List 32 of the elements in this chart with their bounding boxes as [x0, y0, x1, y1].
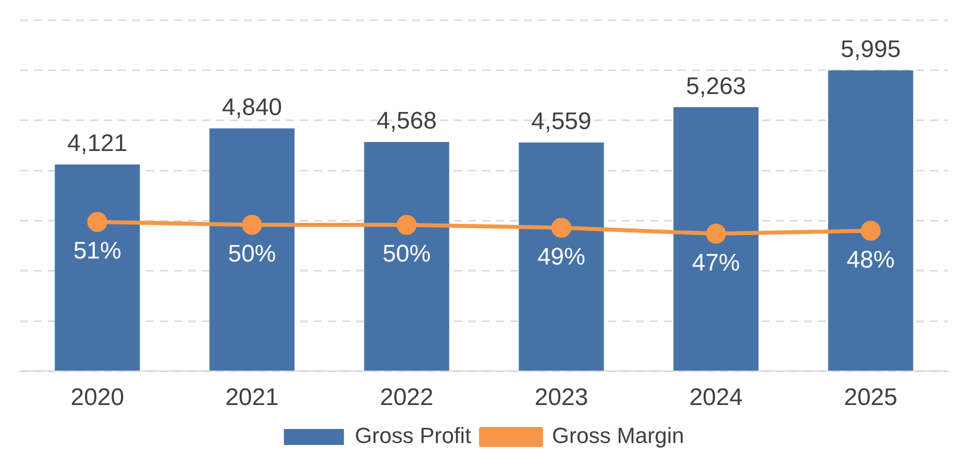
x-tick-label: 2020: [70, 384, 124, 412]
x-tick-label: 2023: [534, 384, 588, 412]
legend-label: Gross Profit: [354, 423, 472, 448]
point: [860, 220, 881, 241]
point: [87, 212, 108, 232]
bar: [518, 142, 604, 370]
x-tick-label: 2024: [689, 384, 743, 412]
bar: [54, 164, 140, 370]
data-label: 4,121: [67, 130, 128, 158]
bar: [209, 128, 295, 370]
bar: [673, 107, 759, 370]
x-tick-label: 2021: [225, 384, 279, 412]
x-tick-label: 2022: [380, 384, 434, 412]
point: [396, 214, 417, 235]
point: [706, 224, 726, 244]
data-label: 48%: [846, 246, 895, 274]
data-label: 49%: [537, 243, 586, 270]
data-label: 4,568: [376, 108, 437, 135]
data-label: 5,995: [840, 36, 901, 64]
x-tick-label: 2025: [844, 384, 898, 412]
data-label: 50%: [382, 240, 431, 268]
point: [551, 218, 572, 238]
data-label: 47%: [692, 249, 740, 276]
data-label: 5,263: [686, 72, 746, 100]
bar: [364, 142, 450, 370]
data-label: 4,840: [222, 94, 282, 121]
legend-label: Gross Margin: [552, 423, 684, 448]
data-label: 51%: [73, 238, 122, 265]
point: [242, 214, 262, 235]
bar: [828, 70, 914, 370]
data-label: 50%: [228, 240, 276, 268]
data-label: 4,559: [531, 108, 592, 136]
